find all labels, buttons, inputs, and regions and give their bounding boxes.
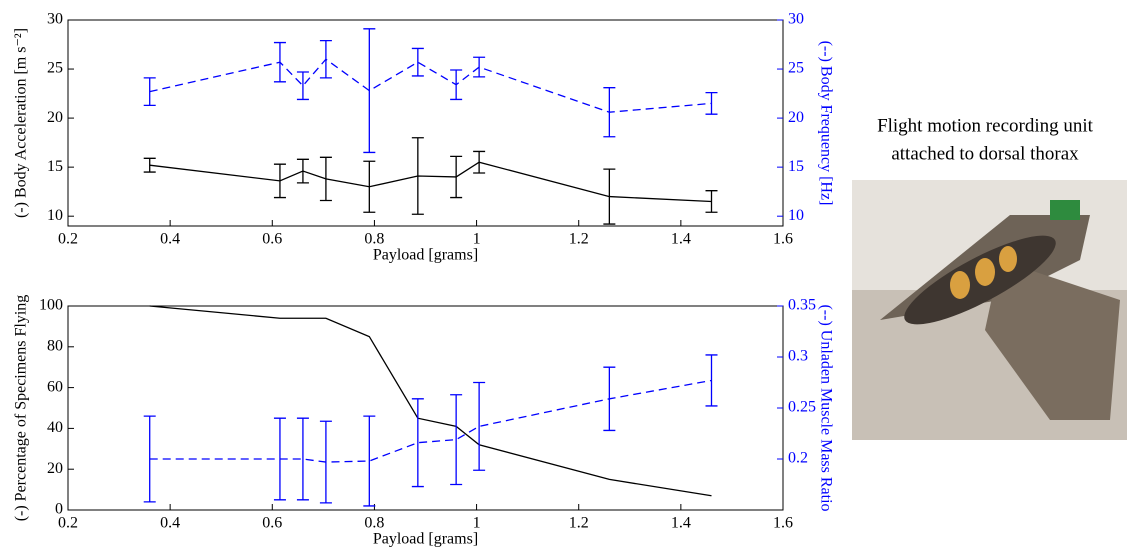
- recording-unit: [1050, 200, 1080, 220]
- y-tick-label: 40: [47, 419, 63, 436]
- error-bar: [273, 41, 286, 83]
- error-bar: [319, 156, 332, 202]
- error-bar: [296, 417, 309, 501]
- moth-wing: [985, 260, 1120, 420]
- y2-tick-label: 0.2: [788, 450, 808, 467]
- y-tick-label: 0: [55, 501, 63, 518]
- series-line: [149, 305, 712, 497]
- error-bar: [143, 77, 156, 106]
- error-bar: [411, 47, 424, 77]
- y-tick-label: 15: [47, 158, 63, 175]
- x-tick-label: 0.6: [262, 231, 282, 248]
- x-axis-label: Payload [grams]: [373, 531, 478, 548]
- y2-tick-label: 20: [788, 109, 804, 126]
- photo-caption: Flight motion recording unit: [877, 115, 1094, 136]
- error-bar: [705, 190, 718, 213]
- y-tick-label: 20: [47, 109, 63, 126]
- y2-axis-label: (--) Body Frequency [Hz]: [817, 41, 834, 206]
- error-bar: [273, 417, 286, 501]
- y-tick-label: 30: [47, 11, 63, 28]
- error-bar: [143, 157, 156, 173]
- plot-area: [67, 305, 784, 511]
- y2-tick-label: 30: [788, 11, 804, 28]
- y2-tick-label: 0.3: [788, 348, 808, 365]
- error-bar: [705, 354, 718, 407]
- error-bar: [319, 420, 332, 504]
- x-tick-label: 0.8: [364, 231, 384, 248]
- series-line: [149, 58, 712, 113]
- x-tick-label: 0.2: [58, 515, 78, 532]
- y2-tick-label: 0.25: [788, 399, 816, 416]
- error-bar: [273, 163, 286, 199]
- x-tick-label: 0.8: [364, 515, 384, 532]
- error-bar: [450, 69, 463, 101]
- error-bar: [363, 415, 376, 507]
- x-tick-label: 0.4: [160, 231, 180, 248]
- moth-stripe: [999, 246, 1017, 272]
- error-bar: [296, 158, 309, 184]
- x-axis-label: Payload [grams]: [373, 247, 478, 264]
- y-tick-label: 10: [47, 207, 63, 224]
- y-tick-label: 25: [47, 60, 63, 77]
- error-bar: [363, 160, 376, 213]
- error-bar: [603, 366, 616, 432]
- moth-stripe: [950, 271, 970, 299]
- y-tick-label: 60: [47, 378, 63, 395]
- error-bar: [603, 87, 616, 138]
- series-line: [149, 379, 712, 463]
- error-bar: [319, 39, 332, 79]
- photo-caption: attached to dorsal thorax: [891, 143, 1079, 164]
- y2-tick-label: 0.35: [788, 297, 816, 314]
- x-tick-label: 0.4: [160, 515, 180, 532]
- x-tick-label: 1.2: [569, 515, 589, 532]
- y-axis-label: (-) Body Acceleration [m s⁻²]: [13, 28, 30, 218]
- y2-tick-label: 25: [788, 60, 804, 77]
- x-tick-label: 1: [473, 231, 481, 248]
- series-line: [149, 161, 712, 203]
- x-tick-label: 1.4: [671, 231, 691, 248]
- y2-axis-label: (--) Unladen Muscle Mass Ratio: [817, 304, 834, 511]
- error-bar: [296, 71, 309, 101]
- photo: [852, 180, 1127, 440]
- error-bar: [473, 56, 486, 78]
- x-tick-label: 1.6: [773, 231, 793, 248]
- error-bar: [450, 394, 463, 486]
- y-tick-label: 20: [47, 460, 63, 477]
- x-tick-label: 1.4: [671, 515, 691, 532]
- moth-stripe: [975, 258, 995, 286]
- plot-area: [67, 19, 784, 227]
- error-bar: [411, 398, 424, 488]
- error-bar: [705, 91, 718, 115]
- x-tick-label: 0.2: [58, 231, 78, 248]
- error-bar: [411, 137, 424, 215]
- error-bar: [603, 168, 616, 225]
- y-axis-label: (-) Percentage of Specimens Flying: [13, 295, 30, 522]
- y2-tick-label: 10: [788, 207, 804, 224]
- x-tick-label: 1.2: [569, 231, 589, 248]
- error-bar: [473, 150, 486, 174]
- x-tick-label: 0.6: [262, 515, 282, 532]
- y2-tick-label: 15: [788, 158, 804, 175]
- y-tick-label: 100: [39, 297, 63, 314]
- x-tick-label: 1.6: [773, 515, 793, 532]
- error-bar: [473, 381, 486, 471]
- error-bar: [143, 415, 156, 503]
- error-bar: [450, 155, 463, 199]
- y-tick-label: 80: [47, 337, 63, 354]
- error-bar: [363, 28, 376, 154]
- x-tick-label: 1: [473, 515, 481, 532]
